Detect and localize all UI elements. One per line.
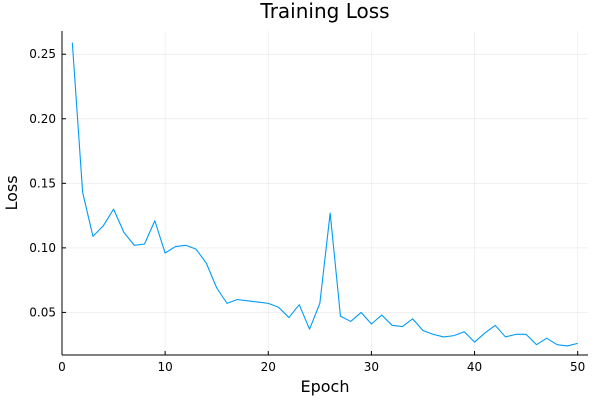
y-tick-label: 0.25 — [29, 47, 56, 61]
chart-title: Training Loss — [259, 0, 389, 23]
ticks: 0 10 20 30 40 50 0.05 0.10 0.15 0.20 0.25 — [29, 47, 585, 374]
x-tick-label: 0 — [58, 360, 66, 374]
y-tick-label: 0.05 — [29, 305, 56, 319]
x-tick-label: 20 — [261, 360, 276, 374]
y-axis-label: Loss — [2, 175, 21, 210]
x-axis-label: Epoch — [301, 377, 350, 396]
x-tick-label: 10 — [157, 360, 172, 374]
x-tick-label: 30 — [364, 360, 379, 374]
grid — [61, 31, 588, 355]
x-tick-label: 40 — [467, 360, 482, 374]
y-tick-label: 0.10 — [29, 241, 56, 255]
y-tick-label: 0.20 — [29, 112, 56, 126]
series-layer — [71, 42, 578, 347]
x-tick-label: 50 — [570, 360, 585, 374]
axes — [61, 31, 588, 356]
y-tick-label: 0.15 — [29, 176, 56, 190]
loss-series-line — [71, 42, 578, 347]
